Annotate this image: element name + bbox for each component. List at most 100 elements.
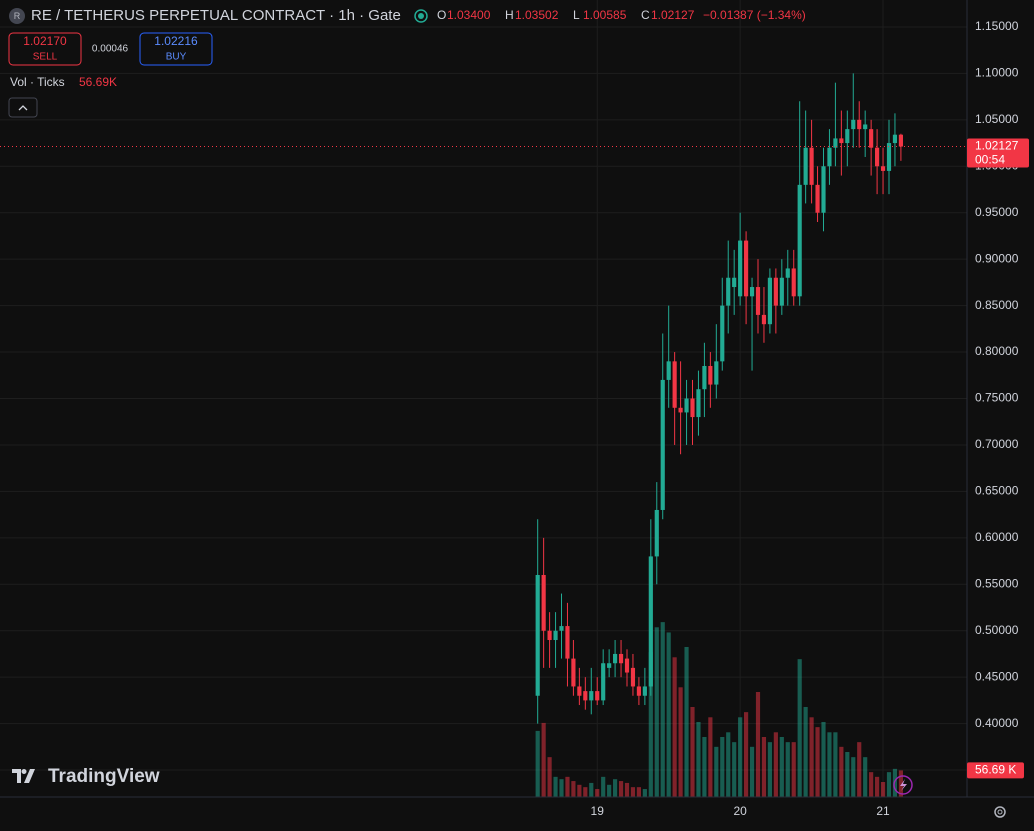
ohlc-change: −0.01387 (−1.34%) bbox=[703, 8, 806, 22]
candle-body bbox=[618, 653, 624, 664]
candle-body bbox=[601, 663, 606, 701]
y-tick-label: 0.50000 bbox=[975, 623, 1019, 637]
brand-name: TradingView bbox=[48, 766, 160, 787]
volume-bar bbox=[720, 736, 725, 797]
volume-bar bbox=[869, 772, 874, 797]
grid bbox=[0, 0, 967, 797]
volume-bar bbox=[773, 732, 778, 797]
brand-logo bbox=[12, 769, 35, 783]
volume-bar bbox=[797, 659, 802, 797]
chart-title: RE / TETHERUS PERPETUAL CONTRACT · 1h · … bbox=[31, 7, 401, 24]
candle-body bbox=[535, 574, 540, 696]
candle-body bbox=[785, 268, 790, 278]
candle-body bbox=[630, 667, 636, 687]
candle-body bbox=[678, 407, 683, 413]
volume-bar bbox=[607, 784, 612, 797]
candle-body bbox=[642, 686, 647, 696]
candle-body bbox=[565, 626, 570, 659]
volume-bar bbox=[547, 757, 552, 797]
volume-bar bbox=[785, 742, 790, 797]
volume-bar bbox=[559, 779, 564, 797]
y-tick-label: 0.75000 bbox=[975, 391, 1019, 405]
sell-button[interactable] bbox=[8, 32, 82, 66]
candle-body bbox=[636, 686, 641, 696]
candle-body bbox=[684, 398, 689, 413]
candle-body bbox=[547, 630, 552, 641]
candle-body bbox=[714, 361, 719, 385]
candle-body bbox=[595, 691, 600, 701]
volume-bar bbox=[845, 751, 850, 797]
buy-button[interactable] bbox=[139, 32, 213, 66]
volume-bar bbox=[815, 727, 820, 797]
candle-body bbox=[761, 314, 767, 325]
volume-bar bbox=[803, 706, 808, 797]
candle-body bbox=[833, 138, 838, 148]
volume-bar bbox=[761, 736, 767, 797]
volume-bar bbox=[618, 781, 624, 797]
collapse-button[interactable] bbox=[8, 97, 38, 118]
symbol-icon-letter: R bbox=[14, 11, 21, 21]
ohlc-key: H bbox=[505, 8, 514, 22]
volume-bar bbox=[821, 721, 826, 797]
volume-bar bbox=[732, 742, 737, 797]
candle-body bbox=[702, 365, 707, 390]
candle-body bbox=[553, 630, 558, 641]
volume-bar bbox=[613, 779, 618, 797]
collapse-icon bbox=[18, 105, 28, 111]
market-status-dot bbox=[418, 13, 424, 19]
volume-bar bbox=[589, 782, 594, 797]
buy-price: 1.02216 bbox=[154, 34, 198, 48]
candle-body bbox=[880, 166, 886, 171]
candle-body bbox=[749, 287, 755, 297]
candle-body bbox=[839, 138, 844, 144]
volume-bar bbox=[654, 627, 659, 797]
volume-bar bbox=[541, 722, 546, 797]
volume-bar bbox=[880, 781, 886, 797]
ohlc-value: 1.02127 bbox=[651, 8, 695, 22]
volume-bar bbox=[827, 732, 832, 797]
candle-body bbox=[607, 663, 612, 668]
volume-bar bbox=[696, 721, 701, 797]
candle-body bbox=[875, 147, 880, 167]
volume-bar bbox=[875, 776, 880, 797]
volume-bar bbox=[565, 776, 570, 797]
volume-bar bbox=[714, 746, 719, 797]
candle-body bbox=[726, 277, 731, 306]
settings-icon[interactable] bbox=[994, 806, 1006, 818]
volume-bar bbox=[779, 736, 784, 797]
candle-body bbox=[803, 147, 808, 185]
candle-body bbox=[898, 134, 903, 147]
volume-bar bbox=[630, 787, 636, 797]
volume-bar bbox=[642, 789, 647, 797]
candle-body bbox=[624, 658, 630, 673]
volume-bar bbox=[553, 776, 558, 797]
axes: 1.150001.100001.050001.000000.950000.900… bbox=[0, 19, 1029, 818]
volume-layer bbox=[535, 622, 903, 797]
spread: 0.00046 bbox=[92, 44, 129, 55]
candle-body bbox=[654, 509, 659, 557]
volume-legend-name: Vol · Ticks bbox=[10, 75, 65, 89]
y-tick-label: 0.40000 bbox=[975, 716, 1019, 730]
candle-body bbox=[613, 653, 618, 664]
y-tick-label: 1.05000 bbox=[975, 112, 1019, 126]
last-price-label: 1.02127 bbox=[975, 139, 1019, 153]
ohlc-value: 1.03502 bbox=[515, 8, 559, 22]
candle-body bbox=[648, 556, 653, 687]
candle-body bbox=[821, 166, 826, 213]
sell-price: 1.02170 bbox=[23, 34, 67, 48]
candle-body bbox=[773, 277, 778, 306]
y-tick-label: 0.95000 bbox=[975, 205, 1019, 219]
x-tick-label: 21 bbox=[876, 804, 890, 818]
volume-bar bbox=[809, 717, 814, 797]
candle-body bbox=[732, 277, 737, 288]
y-tick-label: 0.45000 bbox=[975, 669, 1019, 683]
volume-bar bbox=[886, 772, 892, 797]
volume-bar bbox=[749, 746, 755, 797]
candle-body bbox=[559, 626, 564, 631]
candle-body bbox=[767, 277, 772, 325]
y-tick-label: 0.90000 bbox=[975, 251, 1019, 265]
lightning-button[interactable] bbox=[893, 775, 913, 795]
y-tick-label: 1.15000 bbox=[975, 19, 1019, 33]
candle-body bbox=[696, 389, 701, 418]
